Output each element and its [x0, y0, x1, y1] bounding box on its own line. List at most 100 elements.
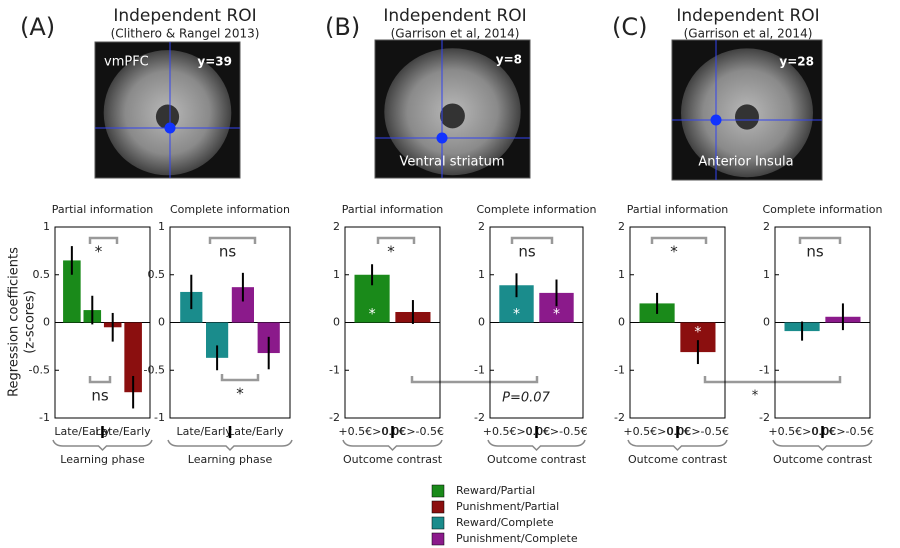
- brain-ventricle: [440, 103, 465, 129]
- subplot-title: Complete information: [170, 203, 290, 216]
- slice-label: y=28: [779, 55, 814, 69]
- y-tick-label: 0: [158, 316, 165, 329]
- x-axis-label: Outcome contrast: [487, 453, 587, 466]
- legend-swatch: [431, 484, 445, 498]
- comparison-bracket: [703, 376, 842, 384]
- panel-citation: (Garrison et al, 2014): [684, 27, 813, 41]
- x-tick-label: +0.5€>0.0€: [483, 425, 550, 438]
- comparison-label: P=0.07: [502, 391, 550, 406]
- x-tick-label: Late/Early: [95, 425, 151, 438]
- y-tick-label: 1: [763, 268, 770, 281]
- panel-letter: (A): [20, 13, 55, 41]
- significance-mark: *: [513, 307, 520, 323]
- y-tick-label: -2: [329, 411, 340, 424]
- y-tick-label: 0: [763, 316, 770, 329]
- significance-mark: *: [694, 325, 701, 341]
- y-tick-label: 2: [333, 220, 340, 233]
- x-axis-label: Outcome contrast: [628, 453, 728, 466]
- roi-dot: [436, 132, 448, 144]
- significance-bracket: [510, 236, 554, 244]
- y-tick-label: -1: [39, 411, 50, 424]
- panel-title: Independent ROI: [113, 6, 256, 26]
- bar: [124, 322, 142, 393]
- panel-citation: (Clithero & Rangel 2013): [111, 27, 260, 41]
- y-tick-label: -2: [474, 411, 485, 424]
- x-tick-label: +0.5€>0.0€: [768, 425, 835, 438]
- y-tick-label: -1: [614, 363, 625, 376]
- y-tick-label: -1: [759, 363, 770, 376]
- group-bracket: [487, 439, 586, 452]
- roi-dot: [710, 114, 722, 126]
- group-bracket: [627, 439, 728, 452]
- y-tick-label: 1: [158, 220, 165, 233]
- y-tick-label: 1: [478, 268, 485, 281]
- significance-label: *: [95, 243, 103, 261]
- x-axis-label: Learning phase: [188, 453, 273, 466]
- x-tick-label: +0.5€>0.0€: [338, 425, 405, 438]
- subplot-title: Complete information: [477, 203, 597, 216]
- significance-label: ns: [91, 387, 109, 405]
- significance-bracket: [208, 236, 257, 244]
- x-tick-label: Late/Early: [228, 425, 284, 438]
- panel-citation: (Garrison et al, 2014): [391, 27, 520, 41]
- y-tick-label: 0: [478, 316, 485, 329]
- y-tick-label: 0: [333, 316, 340, 329]
- subplot-title: Partial information: [52, 203, 154, 216]
- y-tick-label: 1: [333, 268, 340, 281]
- significance-bracket: [798, 236, 842, 244]
- roi-dot: [164, 122, 176, 134]
- legend-label: Punishment/Partial: [456, 500, 559, 513]
- y-tick-label: 0: [618, 316, 625, 329]
- significance-bracket: [220, 374, 260, 382]
- legend-label: Reward/Partial: [456, 484, 535, 497]
- y-tick-label: 1: [43, 220, 50, 233]
- subplot-title: Partial information: [627, 203, 729, 216]
- significance-mark: *: [369, 307, 376, 323]
- brain-ventricle: [155, 104, 180, 130]
- y-tick-label: 2: [763, 220, 770, 233]
- y-tick-label: -1: [329, 363, 340, 376]
- x-tick-label: Late/Early: [176, 425, 232, 438]
- group-bracket: [342, 439, 443, 452]
- group-bracket: [52, 439, 153, 452]
- y-tick-label: 0.5: [33, 268, 51, 281]
- significance-bracket: [376, 236, 416, 244]
- x-tick-label: 0.0€>-0.5€: [667, 425, 729, 438]
- slice-label: y=8: [496, 53, 522, 67]
- y-tick-label: 2: [478, 220, 485, 233]
- y-tick-label: -1: [474, 363, 485, 376]
- y-tick-label: -2: [614, 411, 625, 424]
- y-tick-label: 2: [618, 220, 625, 233]
- significance-bracket: [650, 236, 708, 244]
- legend-swatch: [431, 500, 445, 514]
- region-label: Anterior Insula: [698, 155, 793, 170]
- x-tick-label: 0.0€>-0.5€: [382, 425, 444, 438]
- significance-label: *: [387, 243, 395, 261]
- legend-swatch: [431, 516, 445, 530]
- significance-bracket: [88, 236, 119, 244]
- x-tick-label: Late/Early: [54, 425, 110, 438]
- y-tick-label: -0.5: [144, 363, 165, 376]
- legend-swatch: [431, 532, 445, 546]
- significance-label: ns: [806, 243, 824, 261]
- y-tick-label: 0: [43, 316, 50, 329]
- subplot-title: Complete information: [763, 203, 883, 216]
- legend-label: Punishment/Complete: [456, 532, 578, 545]
- y-axis-label: Regression coefficients: [7, 247, 22, 397]
- panel-letter: (C): [612, 13, 647, 41]
- panel-letter: (B): [325, 13, 360, 41]
- legend-label: Reward/Complete: [456, 516, 554, 529]
- significance-label: ns: [219, 243, 237, 261]
- region-label: vmPFC: [104, 55, 149, 70]
- y-tick-label: -2: [759, 411, 770, 424]
- y-tick-label: -0.5: [29, 363, 50, 376]
- y-tick-label: -1: [154, 411, 165, 424]
- x-tick-label: 0.0€>-0.5€: [812, 425, 874, 438]
- significance-mark: *: [553, 307, 560, 323]
- panel-title: Independent ROI: [676, 6, 819, 26]
- subplot-title: Partial information: [342, 203, 444, 216]
- y-tick-label: 0.5: [148, 268, 166, 281]
- group-bracket: [772, 439, 873, 452]
- panel-title: Independent ROI: [383, 6, 526, 26]
